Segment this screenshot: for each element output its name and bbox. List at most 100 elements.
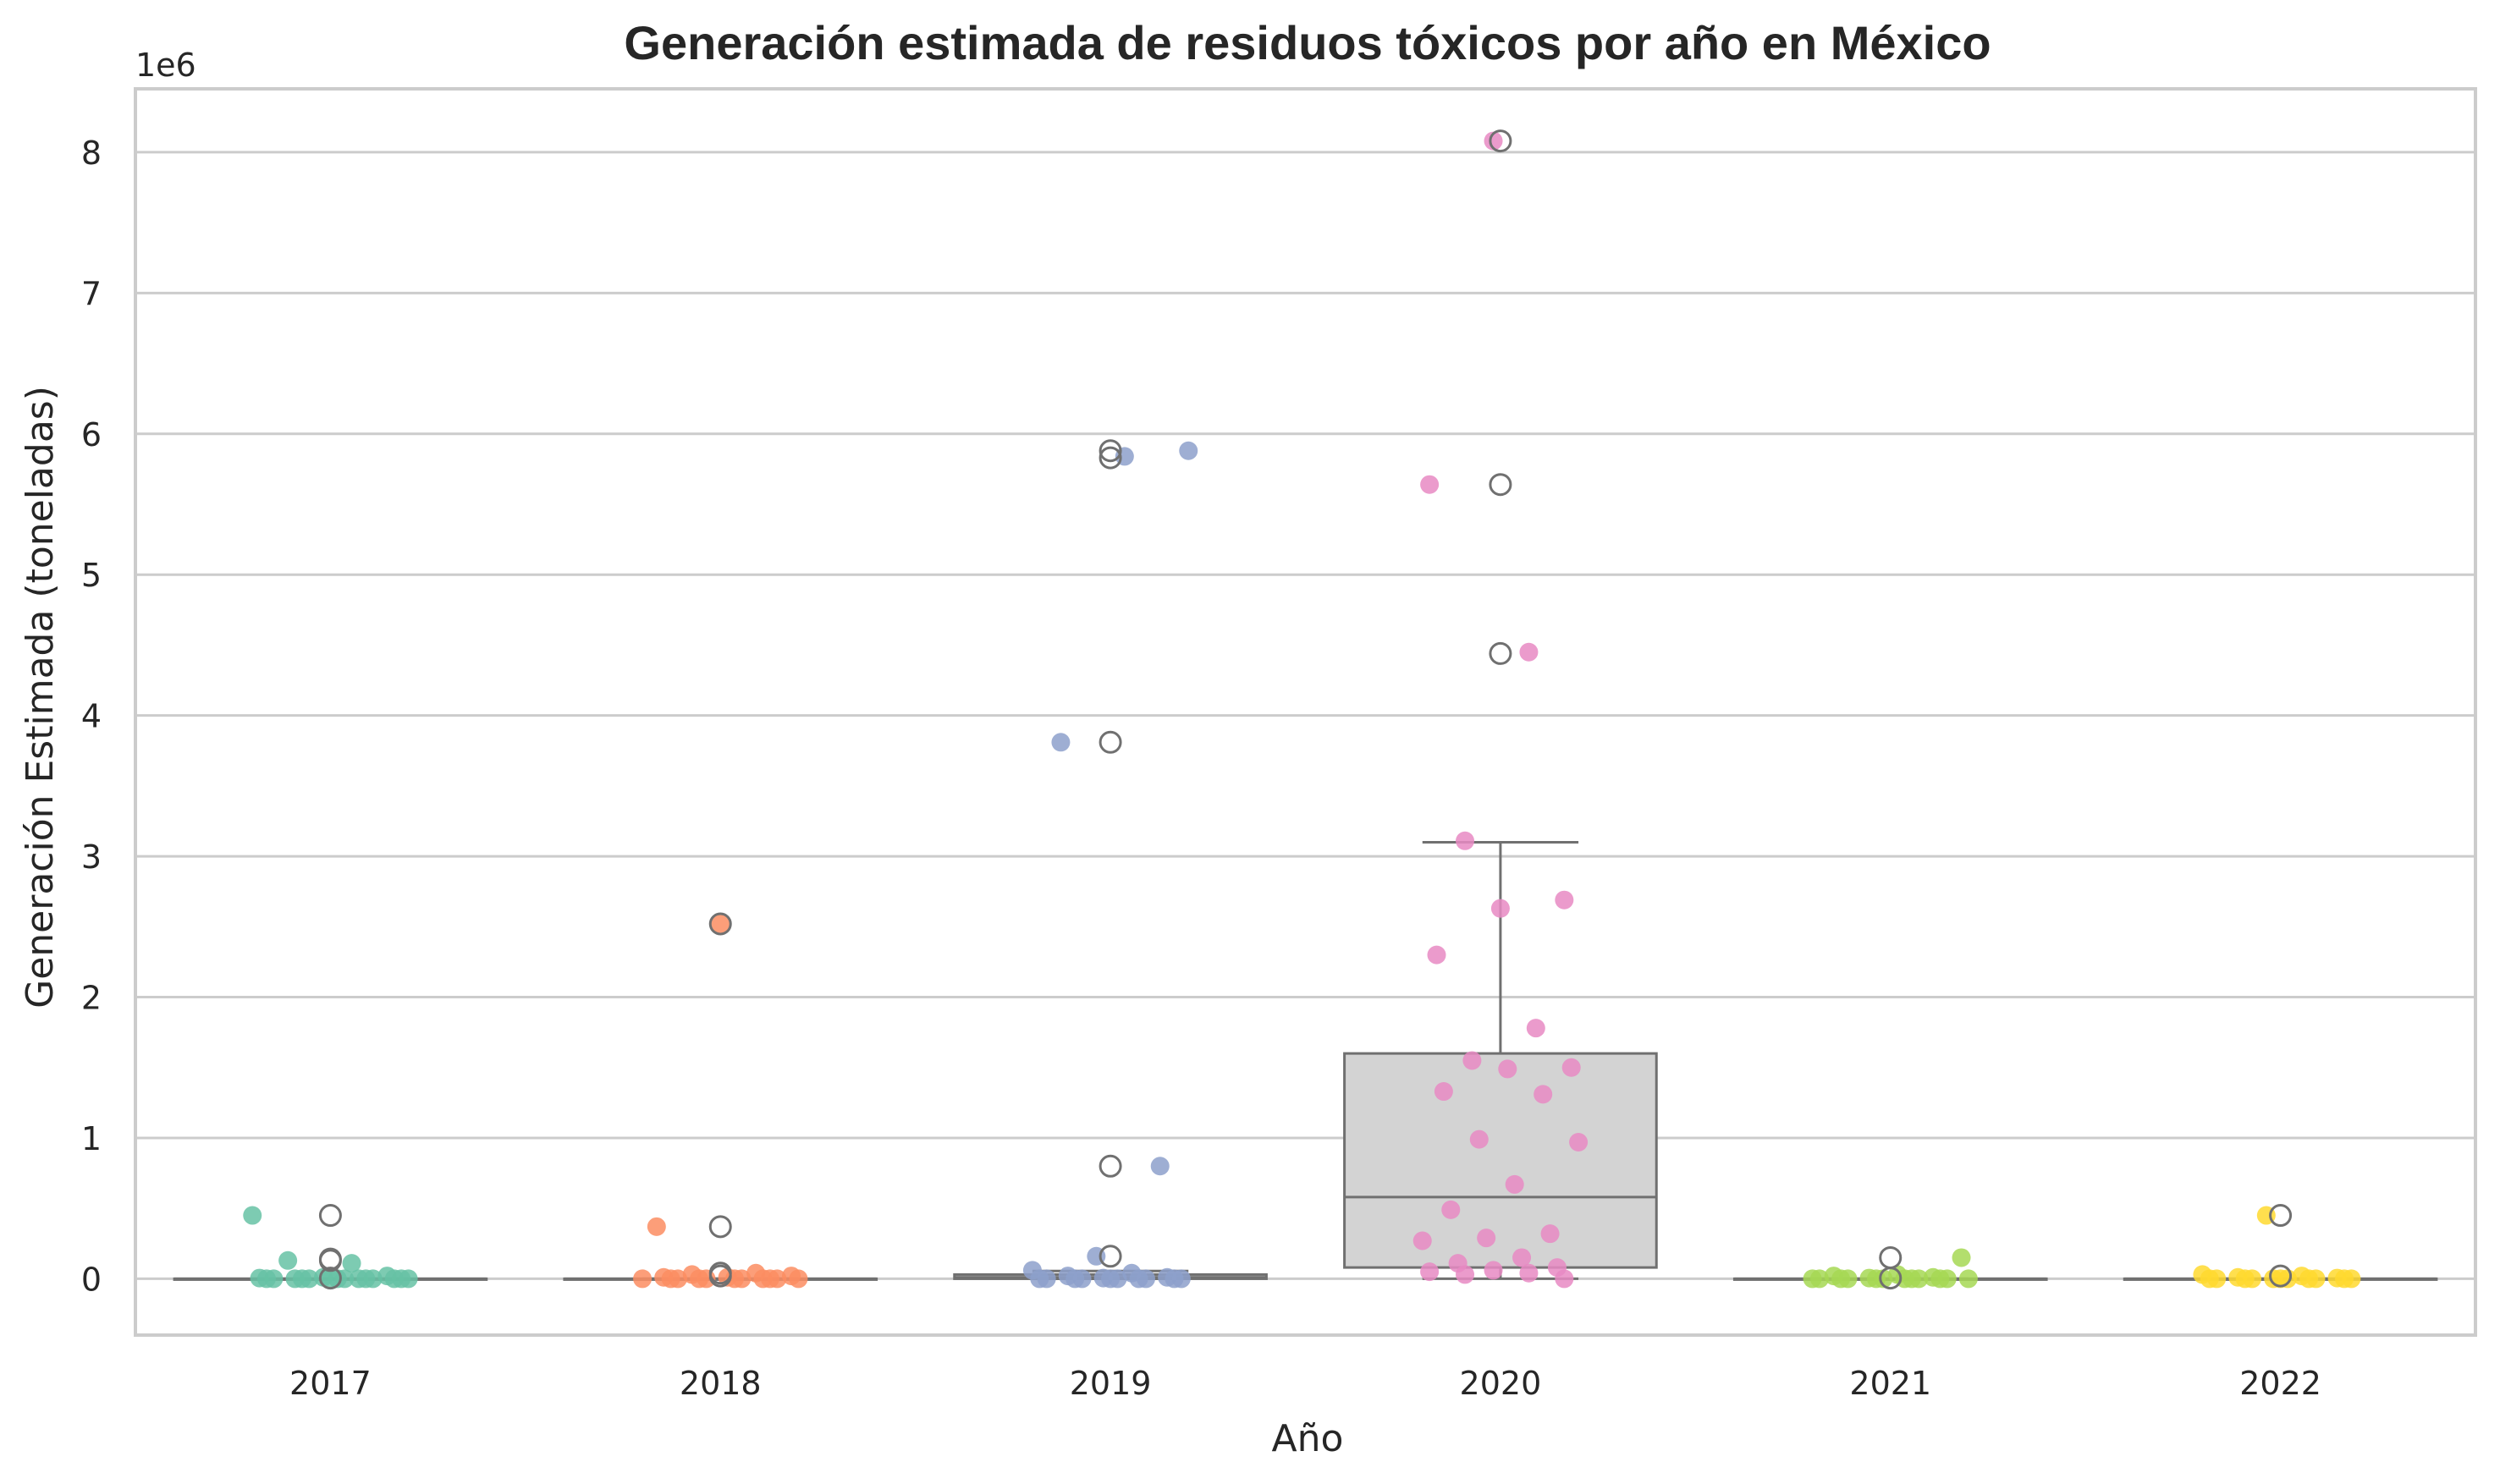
- data-point: [1498, 1059, 1517, 1079]
- data-point: [278, 1250, 298, 1270]
- y-tick-label: 8: [81, 135, 102, 172]
- data-point: [1136, 1269, 1155, 1289]
- data-point: [633, 1269, 653, 1289]
- y-tick-label: 2: [81, 980, 102, 1017]
- y-multiplier-label: 1e6: [135, 47, 196, 84]
- y-tick-label: 3: [81, 838, 102, 876]
- x-tick-labels: 2017 2018 2019 2020 2021 2022: [289, 1365, 2321, 1402]
- outlier-marker: [318, 1267, 342, 1290]
- data-point: [1490, 899, 1510, 918]
- data-point: [342, 1254, 361, 1273]
- outlier-marker: [708, 912, 732, 936]
- data-point: [1420, 475, 1440, 494]
- outlier-marker: [1099, 439, 1122, 463]
- data-point: [1561, 1058, 1581, 1077]
- data-point: [1456, 1265, 1475, 1284]
- x-tick-label: 2021: [1849, 1365, 1931, 1402]
- data-point: [1150, 1157, 1170, 1176]
- outlier-marker: [318, 1204, 342, 1228]
- outlier-marker: [1879, 1267, 1903, 1290]
- outlier-marker: [1099, 1245, 1122, 1268]
- data-point: [647, 1217, 666, 1236]
- y-tick-label: 4: [81, 698, 102, 735]
- data-point: [1505, 1174, 1524, 1194]
- x-tick-label: 2018: [680, 1365, 762, 1402]
- y-tick-label: 7: [81, 275, 102, 312]
- data-point: [264, 1269, 284, 1289]
- box-iqr: [1343, 1052, 1658, 1269]
- outlier-marker: [1099, 1154, 1122, 1178]
- outlier-markers: [318, 129, 2293, 1290]
- outlier-marker: [1489, 473, 1512, 497]
- data-point: [1526, 1019, 1545, 1038]
- data-point: [1952, 1248, 1971, 1267]
- x-tick-label: 2019: [1070, 1365, 1152, 1402]
- data-point: [1838, 1269, 1858, 1289]
- data-point: [1456, 831, 1475, 850]
- data-point: [2306, 1269, 2326, 1289]
- chart-title: Generación estimada de residuos tóxicos …: [624, 16, 1991, 69]
- x-tick-label: 2022: [2239, 1365, 2321, 1402]
- data-point: [2243, 1269, 2262, 1289]
- data-point: [1937, 1269, 1957, 1289]
- y-tick-label: 1: [81, 1120, 102, 1157]
- outlier-marker: [1489, 641, 1512, 665]
- data-point: [768, 1269, 787, 1289]
- outlier-marker: [1879, 1245, 1903, 1269]
- outlier-marker: [1489, 129, 1512, 153]
- data-point: [1037, 1269, 1056, 1289]
- x-tick-label: 2017: [289, 1365, 372, 1402]
- outlier-marker: [1099, 730, 1122, 754]
- data-point: [2207, 1269, 2227, 1289]
- data-point: [732, 1269, 752, 1289]
- grid-lines: [135, 151, 2475, 1280]
- data-point: [1519, 1263, 1539, 1283]
- data-point: [1555, 890, 1574, 910]
- data-point: [1540, 1224, 1560, 1244]
- data-point: [1909, 1269, 1929, 1289]
- data-point: [668, 1269, 687, 1289]
- y-tick-label: 5: [81, 557, 102, 594]
- x-axis-label: Año: [1272, 1417, 1344, 1460]
- data-point: [243, 1206, 262, 1225]
- data-point: [1434, 1082, 1453, 1102]
- y-tick-label: 0: [81, 1261, 102, 1298]
- data-point: [1179, 441, 1198, 460]
- y-axis-label: Generación Estimada (toneladas): [19, 386, 62, 1009]
- data-point: [1874, 1269, 1893, 1289]
- data-point: [1512, 1248, 1532, 1267]
- outlier-marker: [2269, 1264, 2293, 1288]
- data-point: [399, 1269, 418, 1289]
- data-point: [711, 914, 730, 933]
- data-point: [1519, 642, 1539, 662]
- data-point: [1809, 1269, 1829, 1289]
- data-point: [1420, 1262, 1440, 1282]
- outlier-marker: [708, 1264, 732, 1288]
- data-point: [789, 1269, 808, 1289]
- data-point: [1171, 1269, 1191, 1289]
- outlier-marker: [708, 1215, 732, 1239]
- data-point: [1569, 1132, 1589, 1151]
- data-point: [1412, 1231, 1432, 1250]
- data-point: [1462, 1051, 1482, 1070]
- data-point: [1108, 1269, 1127, 1289]
- data-point: [1477, 1228, 1496, 1248]
- outlier-marker: [318, 1249, 342, 1272]
- boxplots: [173, 840, 2438, 1281]
- data-point: [2342, 1269, 2361, 1289]
- x-tick-label: 2020: [1460, 1365, 1542, 1402]
- data-point: [1427, 945, 1446, 965]
- data-point: [1484, 131, 1503, 151]
- outlier-marker: [1099, 446, 1122, 470]
- data-point: [1534, 1085, 1553, 1104]
- data-point: [1958, 1269, 1978, 1289]
- y-tick-label: 6: [81, 416, 102, 453]
- plot-frame: [134, 87, 2477, 1337]
- data-point: [1484, 1261, 1503, 1280]
- y-tick-labels: 0 1 2 3 4 5 6 7 8: [81, 135, 102, 1299]
- strip-points: [243, 131, 2361, 1289]
- data-point: [300, 1269, 319, 1289]
- outlier-marker: [2269, 1204, 2293, 1228]
- data-point: [1072, 1269, 1092, 1289]
